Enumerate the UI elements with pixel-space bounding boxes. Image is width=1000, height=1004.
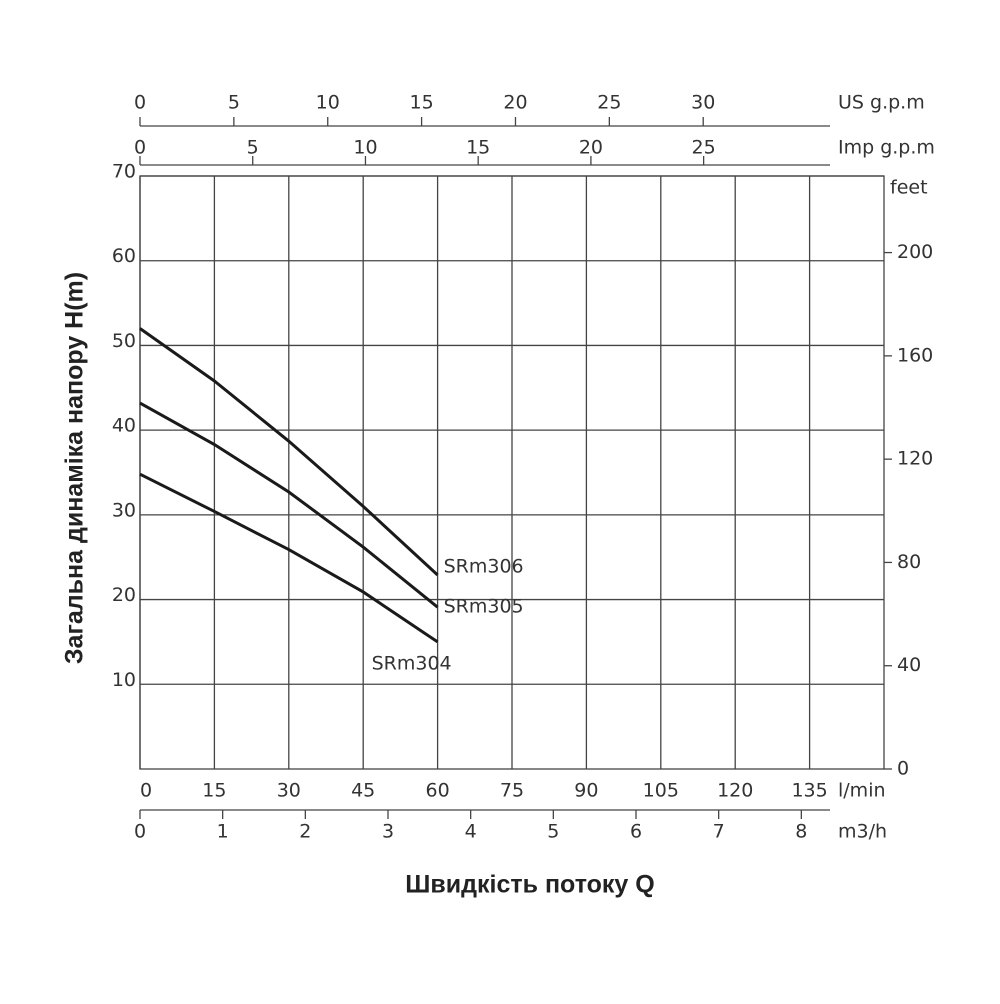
- x-tick-label: 60: [426, 780, 450, 802]
- x-tick-label: 90: [574, 780, 598, 802]
- axis-unit-label: US g.p.m: [838, 92, 925, 114]
- y-tick-label: 50: [112, 330, 136, 352]
- axis-tick-label: 10: [316, 92, 340, 114]
- axis-tick-label: 0: [134, 137, 146, 159]
- axis-tick-label: 15: [410, 92, 434, 114]
- axis-tick-label: 30: [691, 92, 715, 114]
- y-tick-label: 20: [112, 584, 136, 606]
- y2-tick-label: 80: [897, 551, 921, 573]
- x-tick-label: 30: [277, 780, 301, 802]
- axis-tick-label: 25: [692, 137, 716, 159]
- x-tick-label: 135: [791, 780, 827, 802]
- x-tick-label: 45: [351, 780, 375, 802]
- x-axis-title: Швидкість потоку Q: [405, 871, 654, 899]
- series-label: SRm306: [444, 556, 524, 578]
- axis-tick-label: 20: [503, 92, 527, 114]
- y2-tick-label: 160: [897, 344, 933, 366]
- axis-tick-label: 8: [795, 821, 807, 843]
- series-line: [139, 401, 439, 609]
- y2-tick-label: 200: [897, 241, 933, 263]
- axis-tick-label: 3: [382, 821, 394, 843]
- x-tick-label: 120: [717, 780, 753, 802]
- axis-tick-label: 5: [247, 137, 259, 159]
- x-tick-label: 75: [500, 780, 524, 802]
- y-tick-label: 30: [112, 499, 136, 521]
- x-tick-label: 0: [140, 780, 152, 802]
- series-line: [139, 472, 439, 644]
- y2-tick-label: 120: [897, 448, 933, 470]
- axis-unit-label: m3/h: [838, 821, 887, 843]
- axis-tick-label: 5: [547, 821, 559, 843]
- y-tick-label: 10: [112, 669, 136, 691]
- axis-tick-label: 0: [134, 92, 146, 114]
- axis-tick-label: 1: [217, 821, 229, 843]
- axis-tick-label: 20: [579, 137, 603, 159]
- y2-tick-label: 0: [897, 758, 909, 780]
- y-tick-label: 60: [112, 245, 136, 267]
- x-tick-label: 15: [202, 780, 226, 802]
- axis-tick-label: 15: [466, 137, 490, 159]
- x-unit-label: l/min: [838, 780, 886, 802]
- axis-tick-label: 25: [597, 92, 621, 114]
- series-label: SRm305: [444, 596, 524, 618]
- series-line: [139, 327, 439, 577]
- axis-tick-label: 7: [713, 821, 725, 843]
- axis-tick-label: 10: [353, 137, 377, 159]
- axis-tick-label: 6: [630, 821, 642, 843]
- y-tick-label: 70: [112, 161, 136, 183]
- y-tick-label: 40: [112, 415, 136, 437]
- y2-unit-label: feet: [890, 177, 928, 199]
- axis-unit-label: Imp g.p.m: [838, 137, 935, 159]
- y-axis-title: Загальна динаміка напору H(m): [61, 272, 89, 664]
- axis-tick-label: 5: [228, 92, 240, 114]
- axis-tick-label: 4: [465, 821, 477, 843]
- series-label: SRm304: [372, 652, 452, 674]
- axis-tick-label: 2: [299, 821, 311, 843]
- x-tick-label: 105: [643, 780, 679, 802]
- y2-tick-label: 40: [897, 654, 921, 676]
- axis-tick-label: 0: [134, 821, 146, 843]
